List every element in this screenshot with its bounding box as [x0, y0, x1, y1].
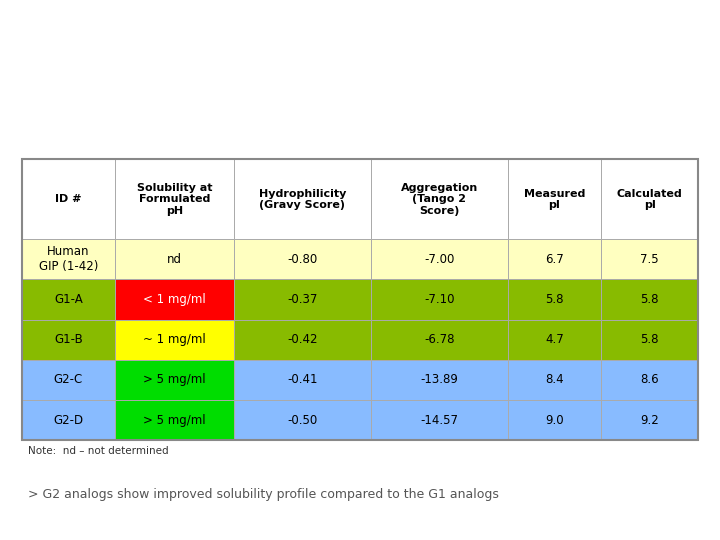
Bar: [601, 280, 698, 320]
Bar: [22, 280, 115, 320]
Text: -0.42: -0.42: [287, 333, 318, 346]
Text: -0.41: -0.41: [287, 373, 318, 386]
Text: Measured Solubility Results: Measured Solubility Results: [14, 30, 365, 50]
Bar: [22, 159, 115, 239]
Text: 5.8: 5.8: [545, 293, 564, 306]
Bar: [115, 280, 234, 320]
Text: 5.8: 5.8: [641, 293, 659, 306]
Bar: [601, 159, 698, 239]
Bar: [115, 360, 234, 400]
Text: > 5 mg/ml: > 5 mg/ml: [143, 414, 206, 427]
Text: G2-D: G2-D: [53, 414, 84, 427]
Bar: [115, 400, 234, 440]
Text: 9.2: 9.2: [640, 414, 660, 427]
Bar: [371, 159, 508, 239]
Text: G1-B: G1-B: [54, 333, 83, 346]
Text: -7.00: -7.00: [424, 253, 454, 266]
Text: ID #: ID #: [55, 194, 81, 204]
Bar: [601, 320, 698, 360]
Text: Aggregation
(Tango 2
Score): Aggregation (Tango 2 Score): [400, 183, 478, 216]
Text: Note:  nd – not determined: Note: nd – not determined: [28, 446, 169, 456]
Text: -7.10: -7.10: [424, 293, 454, 306]
Bar: [234, 280, 371, 320]
Bar: [22, 320, 115, 360]
Text: Solubility at
Formulated
pH: Solubility at Formulated pH: [137, 183, 212, 216]
Text: > G2 analogs show improved solubility profile compared to the G1 analogs: > G2 analogs show improved solubility pr…: [28, 488, 499, 501]
Text: Hydrophilicity
(Gravy Score): Hydrophilicity (Gravy Score): [258, 188, 346, 210]
Text: 6.7: 6.7: [545, 253, 564, 266]
Text: Human
GIP (1-42): Human GIP (1-42): [39, 245, 98, 273]
Text: -14.57: -14.57: [420, 414, 458, 427]
Bar: [508, 400, 601, 440]
Text: 5.8: 5.8: [641, 333, 659, 346]
Bar: [371, 239, 508, 280]
Text: G2-C: G2-C: [54, 373, 83, 386]
Text: Calculated
pI: Calculated pI: [617, 188, 683, 210]
Text: -0.37: -0.37: [287, 293, 318, 306]
Bar: [601, 400, 698, 440]
Bar: [371, 400, 508, 440]
Text: 9.0: 9.0: [545, 414, 564, 427]
Bar: [508, 320, 601, 360]
Bar: [508, 360, 601, 400]
Bar: [234, 159, 371, 239]
Text: 7.5: 7.5: [641, 253, 659, 266]
Bar: [601, 239, 698, 280]
Bar: [371, 360, 508, 400]
Bar: [508, 280, 601, 320]
Text: < 1 mg/ml: < 1 mg/ml: [143, 293, 206, 306]
Text: -0.50: -0.50: [287, 414, 318, 427]
Bar: [22, 360, 115, 400]
Bar: [115, 239, 234, 280]
Bar: [234, 239, 371, 280]
Bar: [371, 280, 508, 320]
Bar: [234, 400, 371, 440]
Bar: [508, 239, 601, 280]
Text: 4.7: 4.7: [545, 333, 564, 346]
Text: > 5 mg/ml: > 5 mg/ml: [143, 373, 206, 386]
Text: Measured
pI: Measured pI: [523, 188, 585, 210]
Bar: [508, 159, 601, 239]
Bar: [22, 239, 115, 280]
Text: nd: nd: [167, 253, 182, 266]
Text: G2 Analogs Have Improved Solubility: G2 Analogs Have Improved Solubility: [14, 98, 362, 116]
Text: -6.78: -6.78: [424, 333, 454, 346]
Bar: [601, 360, 698, 400]
Text: -13.89: -13.89: [420, 373, 458, 386]
Text: 8.6: 8.6: [641, 373, 659, 386]
Bar: [115, 159, 234, 239]
Bar: [22, 400, 115, 440]
Bar: [115, 320, 234, 360]
Bar: [371, 320, 508, 360]
Bar: [234, 360, 371, 400]
Text: 8.4: 8.4: [545, 373, 564, 386]
Text: ~ 1 mg/ml: ~ 1 mg/ml: [143, 333, 206, 346]
Text: -0.80: -0.80: [287, 253, 318, 266]
Text: G1-A: G1-A: [54, 293, 83, 306]
Bar: [234, 320, 371, 360]
